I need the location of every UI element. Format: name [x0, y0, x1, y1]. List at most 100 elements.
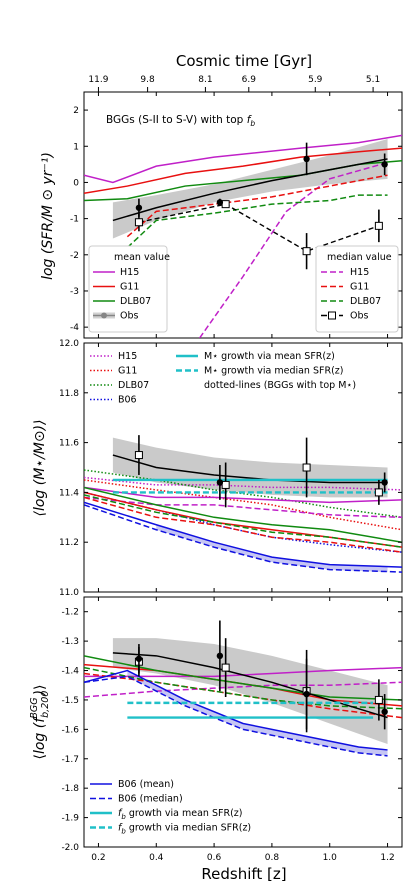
fb-1-legend-label: B06 (median) [118, 794, 183, 805]
sfr-series-h15-solid [84, 134, 402, 184]
top-axis-ticks: 11.9 9.8 8.1 6.9 5.9 5.1 [88, 75, 380, 92]
sfr-legend-median-box [315, 245, 399, 333]
sfr-ytick-label: 1 [73, 142, 79, 152]
mstar-DLB07-legend-label: DLB07 [118, 380, 149, 391]
mstar-obs-mean-point [216, 479, 224, 486]
bottom-axis-tick-label: 1.2 [380, 853, 394, 863]
sfr-ytick-label: 2 [73, 106, 79, 116]
sfr-legend-mean-box [88, 245, 168, 333]
sfr-mean-H15-legend-label: H15 [120, 267, 139, 278]
mstar-series-g11-dotted [84, 479, 402, 531]
sfr-obs-mean-point [381, 161, 388, 168]
fb-ytick-label: -1.2 [61, 608, 79, 618]
fb-ytick-label: -1.9 [61, 814, 79, 824]
sfr-obs-band [112, 139, 388, 239]
mstar-H15-legend-label: H15 [118, 351, 137, 362]
top-axis-tick-label: 11.9 [88, 75, 108, 85]
sfr-ytick-label: 0 [73, 178, 79, 188]
panel-mstar: ⟨log (M⋆/M⊙)⟩ [32, 342, 403, 593]
mstar-ytick-label: 11.2 [59, 538, 79, 548]
fb-0-legend-label: B06 (mean) [118, 779, 174, 790]
top-axis-tick-label: 5.1 [366, 75, 380, 85]
fb-series-b06-median--dashed [84, 675, 388, 757]
sfr-series-dlb07-dashed [126, 194, 388, 249]
sfr-median-H15-legend-label: H15 [350, 267, 369, 278]
fb-ylabel: ⟨log (fb,200BGG)⟩ [29, 684, 51, 759]
bottom-axis-tick-label: 0.8 [265, 853, 280, 863]
fb-ytick-label: -1.7 [61, 755, 79, 765]
mstar-series-b06-dotted [84, 491, 402, 553]
bottom-axis-label: Redshift [z] [201, 865, 286, 883]
mstar-right-1-legend-label: M⋆ growth via median SFR(z) [204, 366, 343, 377]
mstar-G11-legend-label: G11 [118, 366, 137, 377]
fb-obs-mean-point [381, 708, 388, 715]
mstar-obs-median-point [374, 488, 383, 497]
mstar-series-dlb07-dotted [84, 469, 402, 519]
mstar-series-g11-dashed [84, 496, 402, 553]
panel-fb: ⟨log (fb,200BGG)⟩ [29, 596, 403, 848]
mstar-obs-median-point [302, 463, 311, 472]
sfr-title: BGGs (S-II to S-V) with top fb [106, 114, 255, 128]
mstar-ytick-label: 12.0 [59, 339, 79, 349]
mstar-obs-median-point [221, 480, 230, 489]
sfr-series-g11-dashed [126, 174, 388, 238]
sfr-ytick-label: -4 [70, 323, 79, 333]
sfr-mean-G11-legend-label: G11 [120, 282, 139, 293]
mstar-ytick-label: 11.6 [59, 439, 79, 449]
sfr-series-g11-solid [84, 147, 402, 195]
panel-fb-marks [84, 620, 402, 757]
bottom-axis-tick-label: 0.6 [207, 853, 222, 863]
panel-mstar-marks [84, 435, 402, 573]
plot-layer: 2 1 0 -1 -2 -3 -4 mean value H15 G11 DLB07 Obs media… [59, 92, 402, 863]
sfr-obs-median-point [134, 218, 143, 227]
fb-obs-mean-point [216, 652, 224, 660]
fb-ytick-label: -1.5 [61, 696, 79, 706]
fb-series-dlb07-solid [84, 655, 402, 701]
mstar-ytick-label: 11.0 [59, 588, 79, 598]
sfr-obs-median-point [302, 247, 311, 256]
sfr-series-obs-mean-fit-solid [112, 158, 388, 222]
mstar-series-h15-solid [84, 486, 402, 504]
top-axis-tick-label: 8.1 [198, 75, 212, 85]
panel-mstar-frame [83, 342, 403, 593]
mstar-obs-mean-point [381, 479, 388, 486]
sfr-mean-title-legend-label: mean value [114, 252, 170, 263]
sfr-ytick-label: -2 [70, 251, 79, 261]
sfr-median-G11-legend-label: G11 [350, 282, 369, 293]
bottom-axis-tick-label: 0.4 [149, 853, 164, 863]
sfr-obs-mean-point [303, 155, 310, 163]
mstar-ytick-label: 11.4 [59, 488, 79, 498]
mstar-B06-legend-label: B06 [118, 395, 137, 406]
sfr-obs-median-point [374, 221, 383, 230]
mstar-series-b06-dashed [84, 504, 402, 573]
sfr-median-title-legend-label: median value [327, 252, 392, 263]
panel-mstar-plot: 12.0 11.8 11.6 11.4 11.2 11.0 H15 G11 DLB07 B06 M⋆… [59, 339, 402, 598]
panel-fb-plot: -1.2 -1.3 -1.4 -1.5 -1.6 -1.7 -1.8 -1.9 -2.0 0.2 0… [61, 597, 402, 863]
fb-ytick-label: -1.6 [61, 725, 79, 735]
mstar-ytick-label: 11.8 [59, 389, 79, 399]
bottom-axis-tick-label: 1.0 [323, 853, 338, 863]
mstar-obs-median-point [134, 451, 143, 460]
mstar-series-h15-dotted [84, 476, 402, 491]
fb-ytick-label: -1.3 [61, 637, 79, 647]
fb-series-b06-mean--solid [84, 669, 388, 751]
panel-sfr-marks [84, 134, 402, 338]
top-axis-tick-label: 5.9 [308, 75, 323, 85]
sfr-mean-obs-legend-band [93, 312, 115, 319]
panel-sfr-plot: 2 1 0 -1 -2 -3 -4 mean value H15 G11 DLB07 Obs media… [70, 92, 402, 338]
fb-obs-mean-point [135, 655, 143, 662]
mstar-ylabel: ⟨log (M⋆/M⊙)⟩ [32, 419, 48, 516]
sfr-obs-mean-point [216, 199, 224, 206]
sfr-mean-Obs-legend-label: Obs [120, 311, 139, 322]
sfr-ytick-label: -1 [70, 215, 79, 225]
fb-2-legend-label: fb growth via mean SFR(z) [118, 808, 242, 821]
panel-sfr: BGGs (S-II to S-V) with top fb log (SFR/… [40, 91, 403, 339]
fb-3-legend-label: fb growth via median SFR(z) [118, 823, 251, 836]
sfr-obs-median-line [138, 203, 380, 252]
mstar-series-dlb07-solid [84, 486, 402, 543]
mstar-right-0-legend-label: M⋆ growth via mean SFR(z) [204, 351, 335, 362]
mstar-b06-band [156, 524, 388, 573]
fb-obs-median-point [374, 695, 383, 704]
